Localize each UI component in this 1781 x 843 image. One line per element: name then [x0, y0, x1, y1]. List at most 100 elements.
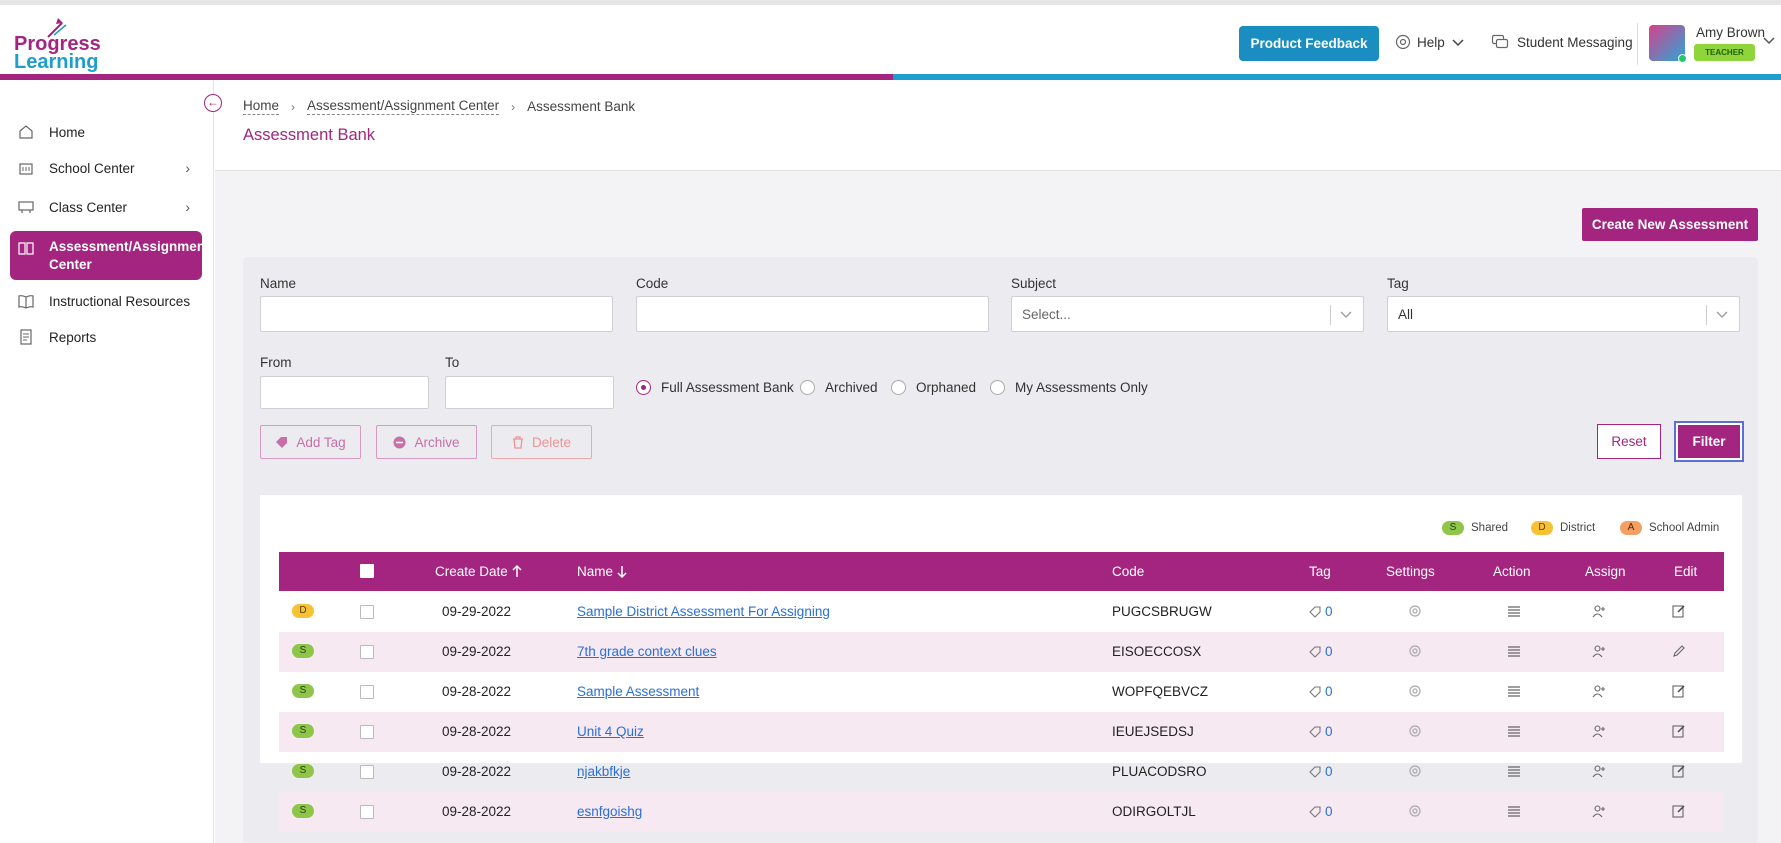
- assign-user-icon[interactable]: [1592, 684, 1606, 698]
- create-new-assessment-button[interactable]: Create New Assessment: [1582, 208, 1758, 241]
- sidebar-item-assessment-center[interactable]: Assessment/Assignment Center: [10, 231, 210, 280]
- row-checkbox[interactable]: [360, 685, 374, 699]
- sidebar-item-home[interactable]: Home: [10, 121, 202, 143]
- select-all-checkbox[interactable]: [360, 564, 374, 578]
- column-name[interactable]: Name: [577, 564, 627, 579]
- tag-count-link[interactable]: 0: [1309, 644, 1333, 659]
- tag-count-link[interactable]: 0: [1309, 604, 1333, 619]
- tag-count-link[interactable]: 0: [1309, 804, 1333, 819]
- assessment-name-link[interactable]: Unit 4 Quiz: [577, 724, 644, 739]
- legend-label: District: [1560, 522, 1596, 534]
- assign-user-icon[interactable]: [1592, 804, 1606, 818]
- radio-button[interactable]: [891, 380, 906, 395]
- gear-icon[interactable]: [1408, 804, 1422, 818]
- edit-icon[interactable]: [1672, 604, 1686, 618]
- edit-icon[interactable]: [1672, 724, 1686, 738]
- row-checkbox[interactable]: [360, 725, 374, 739]
- user-name[interactable]: Amy Brown: [1696, 25, 1766, 40]
- subject-select[interactable]: Select...: [1011, 296, 1364, 332]
- radio-button[interactable]: [636, 380, 651, 395]
- product-feedback-button[interactable]: Product Feedback: [1239, 26, 1379, 61]
- role-badge: TEACHER: [1694, 44, 1755, 61]
- sidebar-item-reports[interactable]: Reports: [10, 326, 202, 348]
- district-badge: D: [1531, 521, 1553, 535]
- assign-user-icon[interactable]: [1592, 604, 1606, 618]
- messaging-label: Student Messaging: [1517, 34, 1633, 50]
- assessment-name-link[interactable]: Sample District Assessment For Assigning: [577, 604, 830, 619]
- name-input[interactable]: [260, 296, 613, 332]
- sidebar-item-class-center[interactable]: Class Center ›: [10, 196, 202, 218]
- gear-icon[interactable]: [1408, 644, 1422, 658]
- sidebar-item-school-center[interactable]: School Center ›: [10, 157, 202, 179]
- row-checkbox[interactable]: [360, 645, 374, 659]
- create-date: 09-29-2022: [442, 644, 512, 659]
- radio-archived[interactable]: Archived: [800, 380, 878, 395]
- breadcrumb-home[interactable]: Home: [243, 98, 280, 115]
- reset-button[interactable]: Reset: [1597, 424, 1661, 459]
- gear-icon[interactable]: [1408, 724, 1422, 738]
- shared-badge: S: [292, 764, 314, 778]
- assign-user-icon[interactable]: [1592, 724, 1606, 738]
- brand-wordmark[interactable]: Progress Learning: [14, 34, 101, 72]
- tag-label: Tag: [1387, 276, 1409, 291]
- student-messaging-link[interactable]: Student Messaging: [1491, 34, 1633, 50]
- sidebar-item-label: Reports: [49, 329, 97, 345]
- collapse-sidebar-icon[interactable]: ←: [204, 94, 222, 112]
- menu-icon[interactable]: [1507, 764, 1521, 778]
- assessment-name-link[interactable]: esnfgoishg: [577, 804, 643, 819]
- menu-icon[interactable]: [1507, 684, 1521, 698]
- edit-icon[interactable]: [1672, 764, 1686, 778]
- edit-icon[interactable]: [1672, 804, 1686, 818]
- filter-button[interactable]: Filter: [1674, 421, 1744, 462]
- radio-button[interactable]: [800, 380, 815, 395]
- edit-icon[interactable]: [1672, 684, 1686, 698]
- tag-count-link[interactable]: 0: [1309, 724, 1333, 739]
- to-date-input[interactable]: [445, 376, 614, 409]
- code-input[interactable]: [636, 296, 989, 332]
- column-tag: Tag: [1309, 564, 1331, 579]
- row-checkbox[interactable]: [360, 605, 374, 619]
- column-code: Code: [1112, 564, 1145, 579]
- radio-my-assessments-only[interactable]: My Assessments Only: [990, 380, 1148, 395]
- tag-count-link[interactable]: 0: [1309, 764, 1333, 779]
- row-checkbox[interactable]: [360, 805, 374, 819]
- user-menu-chevron-icon[interactable]: [1762, 35, 1776, 45]
- tag-select[interactable]: All: [1387, 296, 1740, 332]
- chat-icon: [1491, 34, 1509, 49]
- assessment-name-link[interactable]: njakbfkje: [577, 764, 631, 779]
- from-date-input[interactable]: [260, 376, 429, 409]
- assessment-code: WOPFQEBVCZ: [1112, 684, 1209, 699]
- help-menu[interactable]: Help: [1395, 34, 1465, 50]
- menu-icon[interactable]: [1507, 724, 1521, 738]
- radio-orphaned[interactable]: Orphaned: [891, 380, 976, 395]
- help-icon: [1395, 34, 1411, 50]
- radio-button[interactable]: [990, 380, 1005, 395]
- pencil-icon[interactable]: [1672, 644, 1686, 658]
- help-label: Help: [1417, 34, 1445, 50]
- shared-badge: S: [292, 644, 314, 658]
- add-tag-button[interactable]: Add Tag: [260, 425, 361, 459]
- tag-icon: [1309, 685, 1321, 698]
- column-create-date[interactable]: Create Date: [435, 564, 522, 579]
- progress-learning-logo: [47, 18, 67, 38]
- tag-count: 0: [1325, 724, 1333, 739]
- sidebar-item-instructional-resources[interactable]: Instructional Resources: [10, 290, 202, 312]
- tag-count-link[interactable]: 0: [1309, 684, 1333, 699]
- radio-full-assessment-bank[interactable]: Full Assessment Bank: [636, 380, 794, 395]
- delete-button[interactable]: Delete: [491, 425, 592, 459]
- assign-user-icon[interactable]: [1592, 644, 1606, 658]
- gear-icon[interactable]: [1408, 764, 1422, 778]
- menu-icon[interactable]: [1507, 604, 1521, 618]
- gear-icon[interactable]: [1408, 604, 1422, 618]
- header-divider: [1637, 23, 1638, 65]
- gear-icon[interactable]: [1408, 684, 1422, 698]
- breadcrumb-center[interactable]: Assessment/Assignment Center: [307, 98, 500, 115]
- menu-icon[interactable]: [1507, 644, 1521, 658]
- assessment-name-link[interactable]: 7th grade context clues: [577, 644, 717, 659]
- archive-button[interactable]: Archive: [376, 425, 477, 459]
- open-book-icon: [18, 295, 34, 309]
- row-checkbox[interactable]: [360, 765, 374, 779]
- assign-user-icon[interactable]: [1592, 764, 1606, 778]
- menu-icon[interactable]: [1507, 804, 1521, 818]
- assessment-name-link[interactable]: Sample Assessment: [577, 684, 700, 699]
